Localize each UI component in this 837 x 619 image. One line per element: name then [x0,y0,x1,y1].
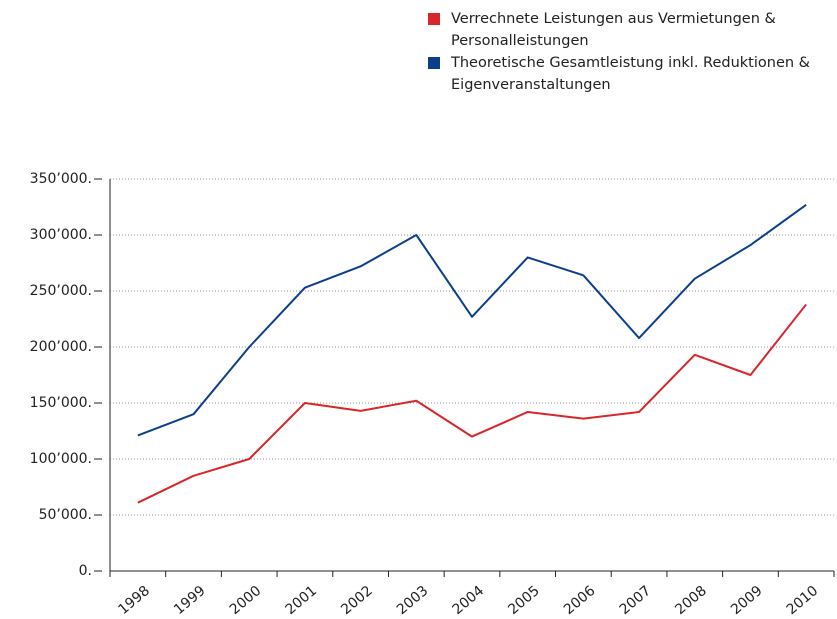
x-tick-label: 2010 [784,583,822,618]
x-tick-label: 2005 [505,583,543,618]
y-tick-label: 0. [79,563,92,579]
y-tick-label: 350’000. [30,171,92,187]
series-line [137,203,807,437]
y-tick-label: 150’000. [30,395,92,411]
legend-label: Verrechnete Leistungen aus Vermietungen … [451,11,776,49]
legend-swatch [428,13,440,25]
x-tick-label: 1999 [171,583,209,618]
x-tick-label: 2000 [227,583,265,618]
x-tick-label: 2003 [394,583,432,618]
legend-entry: Theoretische Gesamtleistung inkl. Redukt… [428,52,828,96]
y-tick-label: 300’000. [30,227,92,243]
legend-swatch [428,57,440,69]
x-tick-label: 2006 [561,583,599,618]
legend-label: Theoretische Gesamtleistung inkl. Redukt… [451,55,810,93]
x-tick-label: 2002 [338,583,376,618]
y-tick-label: 100’000. [30,451,92,467]
x-tick-label: 2007 [617,583,655,618]
series-line [137,303,807,504]
x-tick-label: 2004 [450,583,488,618]
legend: Verrechnete Leistungen aus Vermietungen … [428,8,828,96]
x-tick-label: 2001 [282,583,320,618]
x-tick-label: 1998 [115,583,153,618]
y-tick-label: 250’000. [30,283,92,299]
x-tick-label: 2009 [728,583,766,618]
legend-entry: Verrechnete Leistungen aus Vermietungen … [428,8,828,52]
y-tick-label: 50’000. [39,507,92,523]
y-tick-label: 200’000. [30,339,92,355]
x-tick-label: 2008 [672,583,710,618]
